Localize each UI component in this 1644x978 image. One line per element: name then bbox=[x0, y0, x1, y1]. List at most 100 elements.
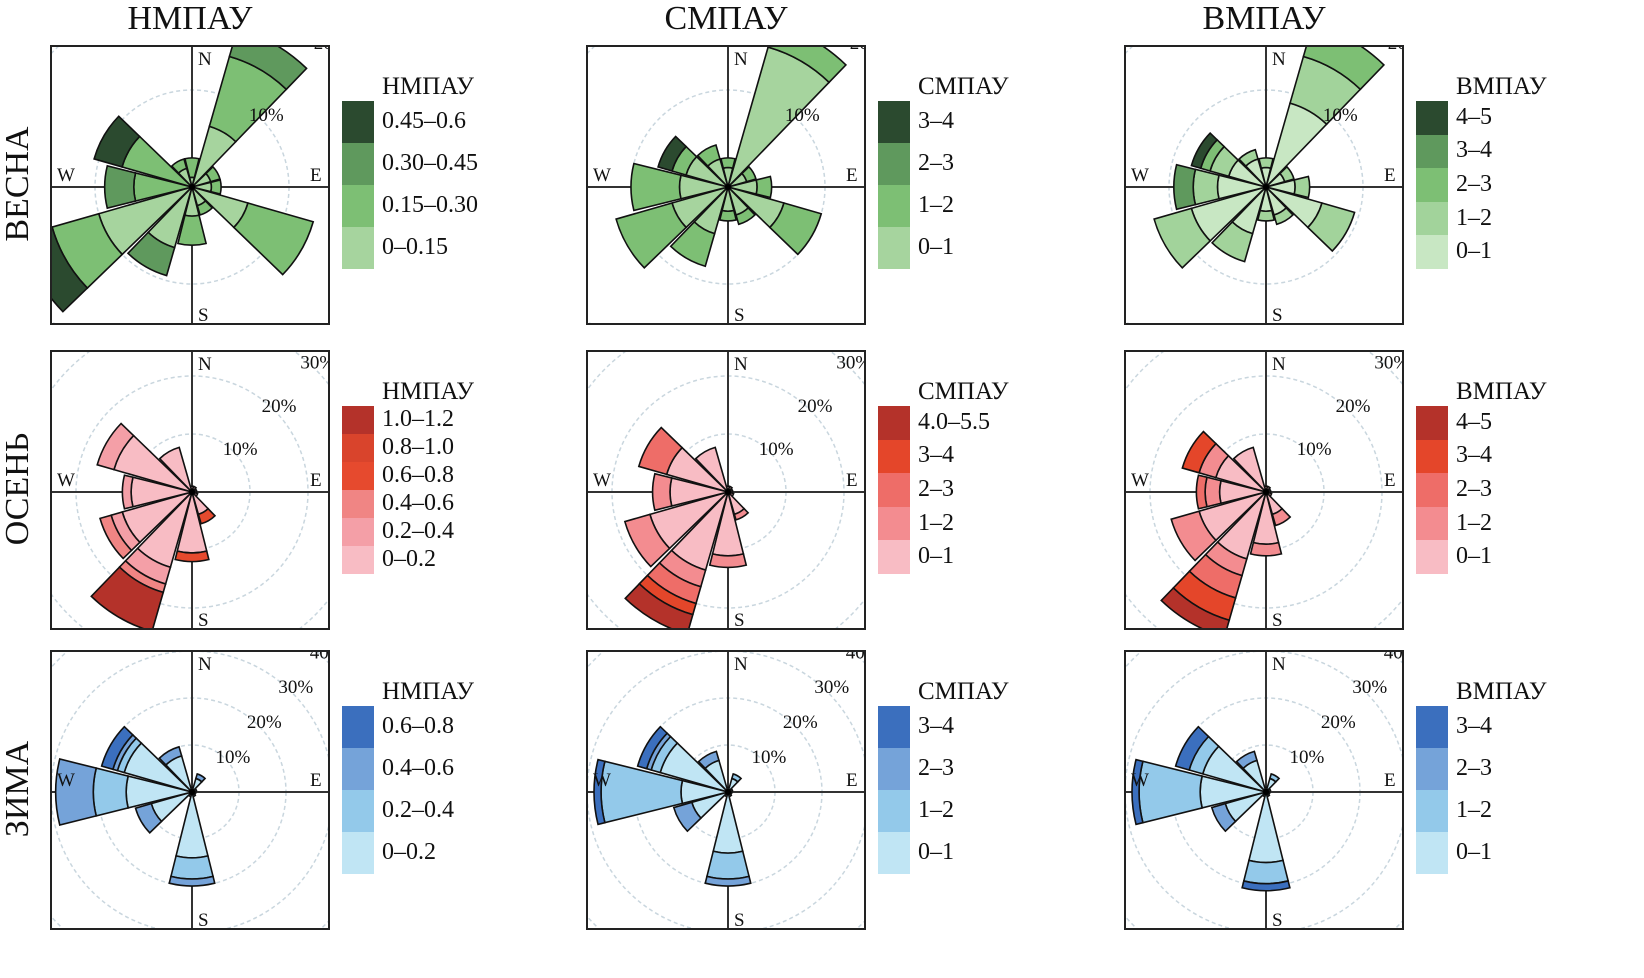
rose-sector-segment bbox=[1237, 148, 1259, 168]
legend-label: 1–2 bbox=[918, 797, 954, 823]
legend-swatch bbox=[878, 101, 910, 143]
rose-sector-segment bbox=[93, 115, 141, 168]
legend-label: 0.6–0.8 bbox=[382, 462, 454, 488]
compass-n: N bbox=[198, 49, 212, 70]
rose-plot: 10% 20% N S W E bbox=[586, 45, 866, 325]
legend-label: 0–1 bbox=[918, 839, 954, 865]
rose-sector-segment bbox=[209, 178, 222, 196]
legend-swatch bbox=[1416, 235, 1448, 269]
compass-w: W bbox=[593, 470, 611, 491]
legend-title: ВМПАУ bbox=[1456, 378, 1547, 405]
legend-title: СМПАУ bbox=[918, 378, 1009, 405]
legend-swatch bbox=[878, 748, 910, 790]
rose-sector-segment bbox=[194, 772, 207, 783]
ring-label: 30% bbox=[814, 677, 849, 698]
legend: ВМПАУ 4–5 3–4 2–3 1–2 0–1 bbox=[1416, 378, 1626, 608]
legend-label: 2–3 bbox=[918, 476, 954, 502]
rose-plot: 10% 20% 30% N S W E bbox=[1124, 350, 1404, 630]
rose-sector-segment bbox=[1306, 202, 1356, 253]
column-title: НМПАУ bbox=[127, 0, 253, 37]
legend: СМПАУ 3–4 2–3 1–2 0–1 bbox=[878, 73, 1088, 303]
legend-title: ВМПАУ bbox=[1456, 678, 1547, 705]
rose-plot: 10% 20% N S W E bbox=[1124, 45, 1404, 325]
legend-label: 3–4 bbox=[1456, 713, 1492, 739]
rose-sector-segment bbox=[624, 582, 694, 628]
legend-label: 0–1 bbox=[918, 543, 954, 570]
legend-label: 3–4 bbox=[918, 108, 954, 134]
ring-label: 30% bbox=[300, 353, 330, 374]
row-title: ЗИМА bbox=[0, 740, 36, 838]
legend-label: 1–2 bbox=[1456, 797, 1492, 823]
legend-label: 2–3 bbox=[1456, 171, 1492, 197]
ring-label: 20% bbox=[783, 712, 818, 733]
rose-sector-segment bbox=[1195, 474, 1208, 510]
legend-label: 0–0.2 bbox=[382, 839, 436, 865]
rose-sector-segment bbox=[1174, 725, 1210, 771]
rose-sector-segment bbox=[168, 875, 216, 887]
legend-label: 0–0.15 bbox=[382, 234, 448, 260]
rose-sector-segment bbox=[705, 850, 751, 880]
column-title: ВМПАУ bbox=[1202, 0, 1326, 37]
compass-e: E bbox=[310, 770, 322, 791]
legend-swatch bbox=[342, 406, 374, 434]
rose-sector-segment bbox=[1273, 206, 1295, 226]
rose-center bbox=[1263, 789, 1269, 795]
legend-swatch bbox=[1416, 706, 1448, 748]
compass-n: N bbox=[734, 354, 748, 375]
ring-label: 20% bbox=[247, 712, 282, 733]
rose-sector-segment bbox=[174, 550, 210, 563]
legend-label: 3–4 bbox=[918, 713, 954, 739]
rose-sector-segment bbox=[121, 474, 134, 510]
ring-label: 10% bbox=[249, 105, 284, 126]
legend-title: НМПАУ bbox=[382, 73, 474, 100]
legend-label: 0–0.2 bbox=[382, 546, 436, 572]
legend-swatch bbox=[878, 790, 910, 832]
rose-sector-segment bbox=[90, 565, 165, 628]
rose-sector-segment bbox=[134, 802, 163, 834]
legend-label: 2–3 bbox=[918, 150, 954, 176]
rose-sector-segment bbox=[1278, 165, 1295, 183]
legend-label: 0.30–0.45 bbox=[382, 150, 478, 176]
rose-sector-segment bbox=[697, 750, 720, 770]
rose-sector-segment bbox=[767, 47, 848, 84]
rose-sector-segment bbox=[630, 162, 682, 212]
rose-sector-segment bbox=[755, 175, 773, 199]
legend-swatch bbox=[878, 473, 910, 507]
rose-sector-segment bbox=[669, 220, 716, 268]
rose-sector-segment bbox=[1131, 758, 1144, 826]
legend-swatch bbox=[878, 706, 910, 748]
row-title: ОСЕНЬ bbox=[0, 432, 36, 546]
legend-label: 0–1 bbox=[918, 234, 954, 260]
rose-sector-segment bbox=[170, 158, 188, 175]
compass-s: S bbox=[734, 910, 745, 930]
legend-swatch bbox=[342, 706, 374, 748]
legend-swatch bbox=[342, 462, 374, 490]
compass-e: E bbox=[846, 470, 858, 491]
rose-sector-segment bbox=[158, 446, 193, 493]
rose-sector-segment bbox=[1181, 430, 1218, 474]
legend-label: 1–2 bbox=[918, 192, 954, 218]
rose-center bbox=[725, 489, 731, 495]
legend-label: 2–3 bbox=[1456, 476, 1492, 502]
compass-e: E bbox=[1384, 470, 1396, 491]
rose-sector-segment bbox=[126, 231, 176, 277]
legend-swatch bbox=[342, 143, 374, 185]
legend-swatch bbox=[1416, 168, 1448, 202]
legend: ВМПАУ 4–5 3–4 2–3 1–2 0–1 bbox=[1416, 73, 1626, 303]
legend: ВМПАУ 3–4 2–3 1–2 0–1 bbox=[1416, 678, 1626, 908]
legend: НМПАУ 0.45–0.6 0.30–0.45 0.15–0.30 0–0.15 bbox=[342, 73, 552, 303]
compass-w: W bbox=[57, 165, 75, 186]
legend-label: 3–4 bbox=[918, 442, 954, 469]
legend: НМПАУ 0.6–0.8 0.4–0.6 0.2–0.4 0–0.2 bbox=[342, 678, 552, 908]
ring-label: 20% bbox=[262, 396, 297, 417]
rose-sector-segment bbox=[1210, 220, 1254, 263]
compass-s: S bbox=[734, 305, 745, 325]
compass-n: N bbox=[1272, 654, 1286, 675]
legend-label: 0.15–0.30 bbox=[382, 192, 478, 218]
rose-sector-segment bbox=[1293, 175, 1311, 199]
rose-sector-segment bbox=[636, 725, 669, 770]
compass-n: N bbox=[198, 354, 212, 375]
legend-swatch bbox=[342, 185, 374, 227]
legend-label: 2–3 bbox=[918, 755, 954, 781]
rose-sector-segment bbox=[1257, 157, 1275, 170]
